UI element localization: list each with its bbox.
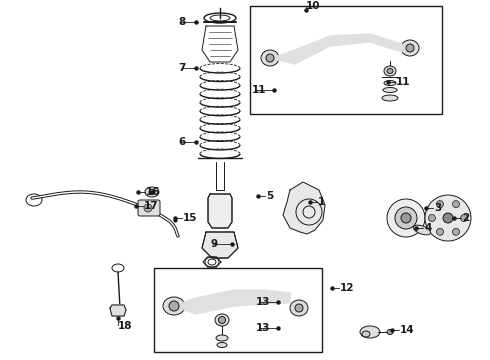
Text: 8: 8: [178, 17, 185, 27]
Ellipse shape: [384, 66, 396, 76]
Ellipse shape: [163, 297, 185, 315]
Ellipse shape: [425, 195, 471, 241]
Text: 5: 5: [266, 191, 273, 201]
Ellipse shape: [219, 316, 225, 324]
Text: 17: 17: [144, 201, 159, 211]
Bar: [250, 6, 442, 114]
Polygon shape: [110, 305, 126, 316]
Ellipse shape: [216, 335, 228, 341]
Ellipse shape: [266, 54, 274, 62]
Text: 11: 11: [396, 77, 411, 87]
Text: 14: 14: [400, 325, 415, 335]
Polygon shape: [184, 290, 290, 314]
Ellipse shape: [443, 213, 453, 223]
Ellipse shape: [387, 68, 393, 73]
Ellipse shape: [261, 50, 279, 66]
Ellipse shape: [387, 199, 425, 237]
Ellipse shape: [384, 81, 396, 85]
Text: 10: 10: [306, 1, 320, 11]
Text: 12: 12: [340, 283, 354, 293]
Ellipse shape: [428, 215, 436, 221]
Ellipse shape: [217, 342, 227, 347]
Polygon shape: [283, 182, 325, 234]
Bar: [154, 268, 322, 352]
Ellipse shape: [461, 215, 467, 221]
Ellipse shape: [401, 40, 419, 56]
Text: 6: 6: [178, 137, 185, 147]
Ellipse shape: [145, 187, 159, 197]
Ellipse shape: [362, 331, 370, 337]
Text: 4: 4: [424, 223, 431, 233]
Ellipse shape: [395, 207, 417, 229]
Ellipse shape: [360, 326, 380, 338]
Text: 11: 11: [252, 85, 267, 95]
Text: 2: 2: [462, 213, 469, 223]
Text: 13: 13: [256, 297, 270, 307]
Ellipse shape: [452, 201, 460, 208]
Ellipse shape: [452, 228, 460, 235]
Ellipse shape: [414, 225, 431, 235]
Text: 15: 15: [183, 213, 197, 223]
Ellipse shape: [290, 300, 308, 316]
Ellipse shape: [149, 189, 155, 194]
FancyBboxPatch shape: [138, 200, 160, 216]
Text: 18: 18: [118, 321, 132, 331]
Text: 9: 9: [210, 239, 217, 249]
Ellipse shape: [169, 301, 179, 311]
Ellipse shape: [295, 304, 303, 312]
Ellipse shape: [387, 329, 393, 334]
Text: 16: 16: [146, 187, 161, 197]
Ellipse shape: [382, 95, 398, 101]
Ellipse shape: [383, 87, 397, 93]
Ellipse shape: [401, 213, 411, 223]
Text: 3: 3: [434, 203, 441, 213]
Text: 1: 1: [318, 197, 325, 207]
Ellipse shape: [437, 228, 443, 235]
Ellipse shape: [437, 201, 443, 208]
Ellipse shape: [406, 44, 414, 52]
Polygon shape: [208, 194, 232, 228]
Text: 13: 13: [256, 323, 270, 333]
Polygon shape: [278, 34, 402, 64]
Polygon shape: [202, 232, 238, 258]
Text: 7: 7: [178, 63, 185, 73]
Ellipse shape: [215, 314, 229, 326]
Ellipse shape: [144, 204, 152, 212]
